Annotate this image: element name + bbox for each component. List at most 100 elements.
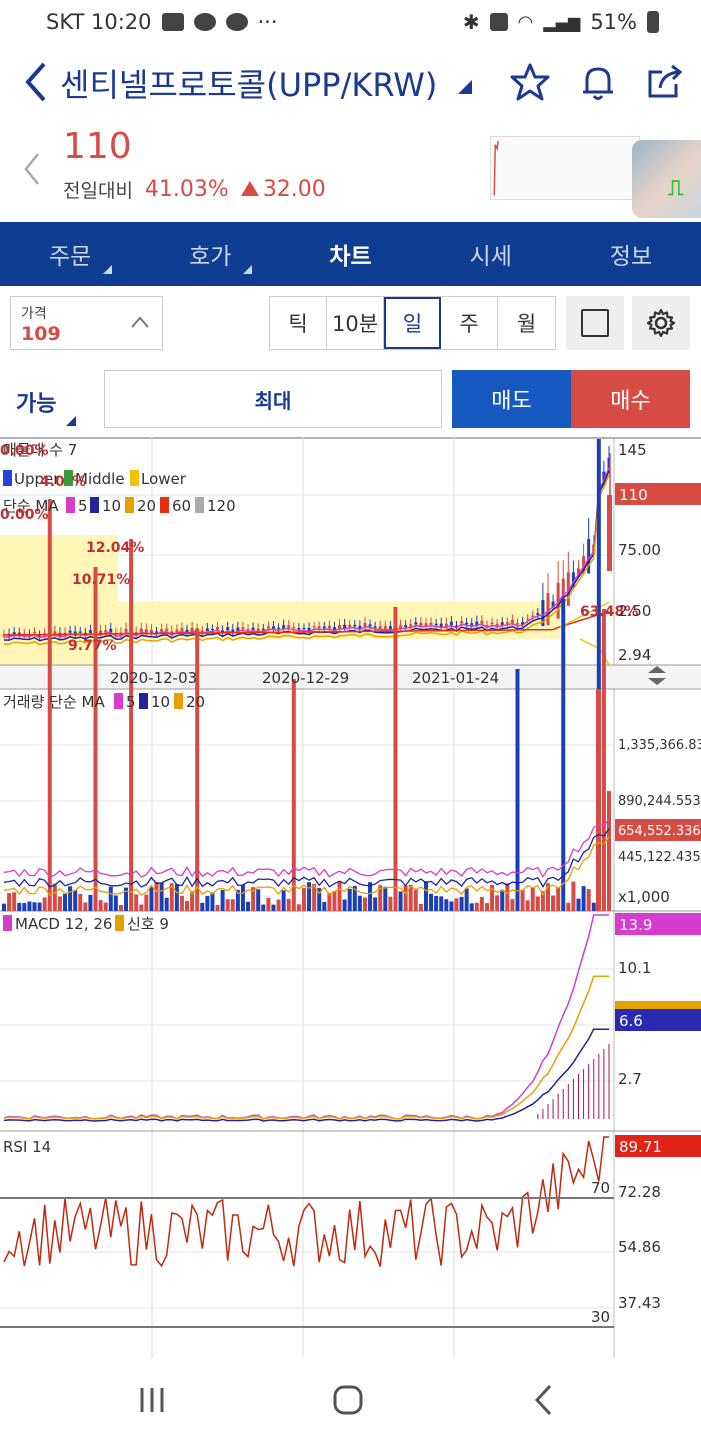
volume-bar [393, 607, 398, 911]
candle [99, 630, 103, 635]
menu-corner-icon [103, 265, 113, 274]
volume-bar [566, 902, 571, 911]
battery-percent: 51% [590, 10, 637, 34]
volume-bar [261, 904, 266, 911]
ma5-legend: 5 [78, 497, 88, 515]
volume-bar [434, 895, 439, 911]
interval-10min[interactable]: 10분 [327, 297, 384, 349]
volume-bar [469, 903, 474, 911]
fullscreen-button[interactable] [566, 296, 624, 350]
volume-bar [291, 679, 296, 911]
volume-bar [581, 886, 586, 911]
volume-bar [205, 895, 210, 911]
tab-order[interactable]: 주문 [0, 222, 140, 286]
volume-bar [495, 895, 500, 911]
back-nav-icon[interactable] [524, 1380, 564, 1420]
volume-bar [271, 904, 276, 911]
sell-button[interactable]: 매도 [452, 370, 571, 428]
interval-day[interactable]: 일 [384, 297, 441, 349]
candle [368, 624, 372, 627]
settings-button[interactable] [632, 296, 690, 350]
chevron-up-icon[interactable] [130, 315, 150, 329]
price-ma60-line [3, 610, 610, 636]
volume-bar [179, 895, 184, 911]
candle [363, 623, 367, 627]
chart-area[interactable]: 70 30 매물대 수 7 Upper Middle Lower 단순 MA 5… [0, 437, 701, 1358]
candle [216, 627, 220, 630]
candle [343, 624, 347, 629]
candle [180, 628, 184, 632]
volume-bar [129, 539, 134, 911]
volume-bar [464, 888, 469, 911]
change-amount: 32.00 [262, 177, 326, 202]
recent-apps-icon[interactable] [132, 1380, 172, 1420]
candle [358, 625, 362, 630]
volume-bar [525, 900, 530, 911]
prev-coin-arrow-icon[interactable] [22, 152, 42, 186]
gallery-icon [161, 13, 184, 31]
panel-resize-handle[interactable] [648, 666, 666, 685]
volume-bar [27, 901, 32, 911]
macd-signal-label: 6.6 [619, 1012, 643, 1030]
change-row: 전일대비 41.03% 32.00 [63, 176, 326, 203]
candle [434, 623, 438, 626]
price-summary: 110 전일대비 41.03% 32.00 ⎍ [0, 122, 701, 220]
price-input[interactable]: 가격 109 [10, 296, 163, 350]
volume-bar [352, 885, 357, 911]
tab-orderbook[interactable]: 호가 [140, 222, 280, 286]
chart-canvas[interactable]: 70 30 매물대 수 7 Upper Middle Lower 단순 MA 5… [0, 437, 701, 1358]
change-amount-wrap: 32.00 [240, 177, 326, 202]
available-label[interactable]: 가능 [16, 392, 57, 417]
ma120-legend: 120 [207, 497, 236, 515]
tab-chart[interactable]: 차트 [280, 222, 420, 286]
candle [521, 621, 525, 625]
page-title[interactable]: 센티넬프로토콜(UPP/KRW) [60, 66, 438, 104]
title-dropdown-icon[interactable] [458, 80, 472, 94]
tab-market[interactable]: 시세 [421, 222, 561, 286]
volume-bar [383, 886, 388, 911]
candle [378, 626, 382, 629]
interval-week[interactable]: 주 [441, 297, 498, 349]
interval-tick[interactable]: 틱 [270, 297, 327, 349]
volume-bar [215, 904, 220, 911]
bell-icon[interactable] [578, 62, 618, 102]
candle [12, 632, 16, 635]
volume-bar [601, 609, 606, 911]
candle [332, 627, 336, 630]
volume-bar [423, 881, 428, 911]
home-icon[interactable] [328, 1380, 368, 1420]
change-percent: 41.03% [144, 177, 229, 202]
candle [465, 622, 469, 625]
carrier-time: SKT 10:20 [46, 10, 152, 34]
ma60-legend: 60 [172, 497, 191, 515]
candle [485, 624, 489, 627]
volume-bar [342, 899, 347, 911]
volume-bar [159, 882, 164, 911]
volume-bar [235, 889, 240, 911]
back-arrow-icon[interactable] [18, 58, 58, 106]
price-current-label: 110 [619, 486, 648, 504]
volume-bar [586, 889, 591, 911]
date-tick-3: 2021-01-24 [412, 669, 499, 687]
floating-ad-thumbnail[interactable]: ⎍ [632, 140, 701, 218]
candle [439, 623, 443, 628]
candle [190, 627, 194, 632]
candle [322, 626, 326, 629]
candle [251, 627, 255, 630]
wifi-icon: ◠ [517, 11, 534, 33]
interval-month[interactable]: 월 [498, 297, 555, 349]
candle [53, 631, 57, 635]
candle [409, 624, 413, 627]
share-icon[interactable] [646, 62, 686, 102]
price-axis-2-50: 2.50 [618, 602, 651, 620]
volume-bar [510, 899, 515, 911]
volume-bar [484, 903, 489, 911]
candle [551, 601, 555, 608]
max-button[interactable]: 최대 [104, 370, 442, 428]
buy-button[interactable]: 매수 [571, 370, 690, 428]
vol-ma10-legend: 10 [151, 693, 170, 711]
tab-info[interactable]: 정보 [561, 222, 701, 286]
volume-bar [551, 895, 556, 911]
star-icon[interactable] [510, 62, 550, 102]
volume-bar [174, 884, 179, 911]
